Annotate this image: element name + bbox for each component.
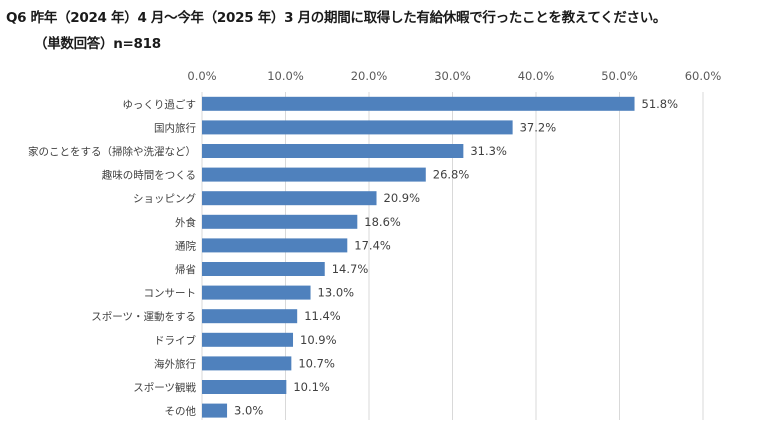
data-label: 3.0% bbox=[234, 404, 263, 418]
data-label: 26.8% bbox=[433, 168, 470, 182]
x-tick-label: 30.0% bbox=[434, 69, 471, 83]
data-label: 18.6% bbox=[364, 215, 401, 229]
bar bbox=[202, 214, 358, 229]
category-label: コンサート bbox=[144, 288, 197, 300]
bar bbox=[202, 96, 635, 111]
bar bbox=[202, 238, 348, 253]
x-tick-label: 10.0% bbox=[267, 69, 304, 83]
question-subtitle: （単数回答）n=818 bbox=[34, 36, 161, 52]
data-label: 11.4% bbox=[304, 309, 341, 323]
data-label: 51.8% bbox=[642, 97, 679, 111]
bar bbox=[202, 262, 325, 276]
bar bbox=[202, 167, 426, 182]
data-label: 17.4% bbox=[354, 238, 391, 252]
category-label: 通院 bbox=[175, 239, 196, 252]
category-label: ショッピング bbox=[133, 192, 196, 205]
data-label: 20.9% bbox=[384, 191, 421, 205]
x-tick-label: 60.0% bbox=[685, 69, 722, 83]
category-label: ゆっくり過ごす bbox=[122, 98, 196, 111]
category-label: 趣味の時間をつくる bbox=[102, 169, 196, 182]
x-tick-label: 0.0% bbox=[187, 69, 216, 83]
category-label: スポーツ観戦 bbox=[133, 381, 196, 394]
data-label: 31.3% bbox=[470, 144, 507, 158]
bar bbox=[202, 332, 294, 347]
bar bbox=[202, 403, 228, 418]
bar bbox=[202, 285, 311, 300]
category-label: 海外旅行 bbox=[154, 357, 196, 370]
data-label: 37.2% bbox=[520, 120, 557, 134]
question-title: Q6 昨年（2024 年）4 月～今年（2025 年）3 月の期間に取得した有給… bbox=[6, 10, 667, 26]
bar bbox=[202, 380, 287, 394]
category-label: 帰省 bbox=[175, 263, 196, 276]
category-label: 家のことをする（掃除や洗濯など） bbox=[28, 145, 196, 158]
bar bbox=[202, 120, 513, 135]
data-label: 10.9% bbox=[300, 333, 337, 347]
category-label: 国内旅行 bbox=[154, 121, 196, 134]
data-label: 10.1% bbox=[293, 380, 330, 394]
x-tick-label: 20.0% bbox=[351, 69, 388, 83]
data-label: 10.7% bbox=[298, 356, 335, 370]
category-label: ドライブ bbox=[154, 334, 196, 347]
data-label: 14.7% bbox=[332, 262, 369, 276]
category-label: 外食 bbox=[175, 216, 196, 229]
bar bbox=[202, 309, 298, 324]
bar bbox=[202, 191, 377, 206]
data-label: 13.0% bbox=[318, 286, 355, 300]
category-label: その他 bbox=[165, 405, 197, 418]
x-tick-label: 50.0% bbox=[601, 69, 638, 83]
category-label: スポーツ・運動をする bbox=[91, 310, 196, 323]
bar bbox=[202, 144, 464, 158]
bar bbox=[202, 356, 292, 371]
x-tick-label: 40.0% bbox=[518, 69, 555, 83]
